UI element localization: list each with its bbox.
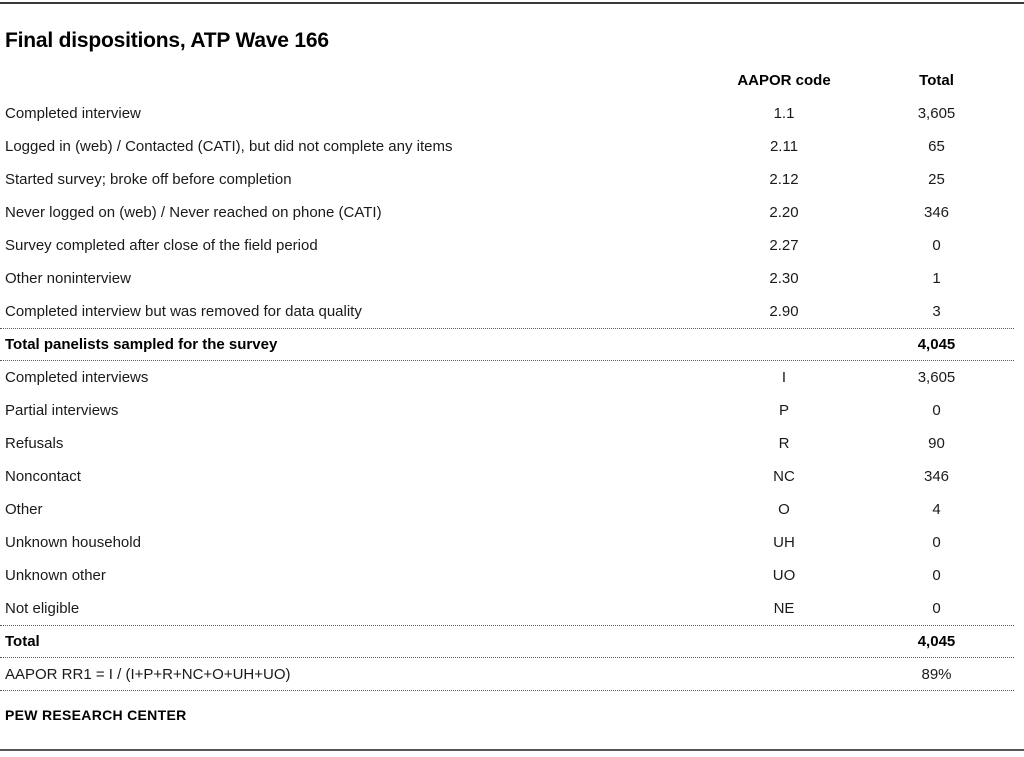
row-total: 90 — [928, 435, 945, 452]
page-title: Final dispositions, ATP Wave 166 — [5, 29, 329, 52]
row-code: I — [781, 369, 787, 386]
table-row: Not eligible NE 0 — [0, 592, 1014, 625]
table-row: Refusals R 90 — [0, 427, 1014, 460]
row-label: Total — [5, 633, 40, 650]
row-code: 2.12 — [769, 171, 799, 188]
row-total: 1 — [932, 270, 941, 287]
row-label: Unknown other — [5, 567, 106, 584]
row-total: 3,605 — [917, 369, 956, 386]
row-label: Not eligible — [5, 600, 80, 617]
row-code: 2.27 — [769, 237, 799, 254]
row-code: NE — [773, 600, 795, 617]
row-total: 3 — [932, 303, 941, 320]
row-total: 0 — [932, 237, 941, 254]
row-code: 2.20 — [769, 204, 799, 221]
row-label: Completed interview — [5, 105, 141, 122]
row-total: 4,045 — [917, 633, 956, 650]
table-row: Never logged on (web) / Never reached on… — [0, 196, 1014, 229]
row-code: 1.1 — [773, 105, 795, 122]
row-label: Never logged on (web) / Never reached on… — [5, 204, 382, 221]
row-label: Refusals — [5, 435, 64, 452]
row-code: 2.30 — [769, 270, 799, 287]
row-total: 0 — [932, 567, 941, 584]
row-label: Completed interview but was removed for … — [5, 303, 362, 320]
table-row: Total panelists sampled for the survey 4… — [0, 328, 1014, 361]
row-label: Noncontact — [5, 468, 81, 485]
table-row: Survey completed after close of the fiel… — [0, 229, 1014, 262]
table-row: Completed interviews I 3,605 — [0, 361, 1014, 394]
table-row: Completed interview but was removed for … — [0, 295, 1014, 328]
top-rule — [0, 2, 1024, 4]
row-label: Started survey; broke off before complet… — [5, 171, 292, 188]
row-code: 2.11 — [769, 138, 799, 155]
row-label: Partial interviews — [5, 402, 119, 419]
table-row: Unknown other UO 0 — [0, 559, 1014, 592]
row-total: 346 — [923, 468, 950, 485]
table-body: Completed interview 1.1 3,605 Logged in … — [0, 97, 1014, 691]
row-code: R — [778, 435, 790, 452]
table-row: Total 4,045 — [0, 625, 1014, 658]
row-code: UH — [773, 534, 795, 551]
row-label: Total panelists sampled for the survey — [5, 336, 278, 353]
row-label: Unknown household — [5, 534, 141, 551]
row-total: 65 — [928, 138, 945, 155]
dispositions-table: AAPOR code Total Completed interview 1.1… — [0, 64, 1014, 691]
table-header-row: AAPOR code Total — [0, 64, 1014, 97]
row-label: Completed interviews — [5, 369, 149, 386]
table-row: Partial interviews P 0 — [0, 394, 1014, 427]
row-total: 89% — [921, 665, 952, 683]
row-code: 2.90 — [769, 303, 799, 320]
table-row: Started survey; broke off before complet… — [0, 163, 1014, 196]
row-label: Other — [5, 501, 43, 518]
row-label: Survey completed after close of the fiel… — [5, 237, 318, 254]
row-total: 346 — [923, 204, 950, 221]
row-total: 3,605 — [917, 105, 956, 122]
table-row: Logged in (web) / Contacted (CATI), but … — [0, 130, 1014, 163]
row-total: 4 — [932, 501, 941, 518]
table-row: Other noninterview 2.30 1 — [0, 262, 1014, 295]
row-label: Logged in (web) / Contacted (CATI), but … — [5, 138, 453, 155]
row-label: AAPOR RR1 = I / (I+P+R+NC+O+UH+UO) — [5, 665, 291, 683]
row-label: Other noninterview — [5, 270, 131, 287]
row-total: 25 — [928, 171, 945, 188]
table-row: Other O 4 — [0, 493, 1014, 526]
row-total: 4,045 — [917, 336, 956, 353]
table-row: AAPOR RR1 = I / (I+P+R+NC+O+UH+UO) 89% — [0, 658, 1014, 691]
row-code: UO — [772, 567, 796, 584]
row-total: 0 — [932, 402, 941, 419]
table-row: Completed interview 1.1 3,605 — [0, 97, 1014, 130]
table-row: Unknown household UH 0 — [0, 526, 1014, 559]
row-total: 0 — [932, 534, 941, 551]
table-row: Noncontact NC 346 — [0, 460, 1014, 493]
source-attribution: PEW RESEARCH CENTER — [5, 707, 187, 723]
bottom-rule — [0, 749, 1024, 751]
row-code: P — [778, 402, 789, 419]
header-total: Total — [919, 72, 954, 89]
header-aapor-code: AAPOR code — [737, 72, 831, 89]
row-total: 0 — [932, 600, 941, 617]
row-code: NC — [773, 468, 795, 485]
row-code: O — [778, 501, 790, 518]
